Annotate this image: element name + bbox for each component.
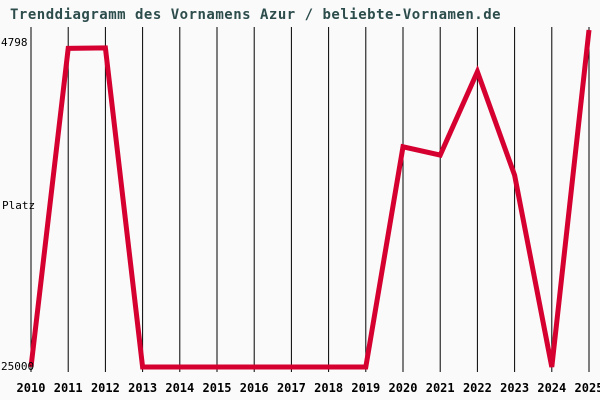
y-axis-bottom-label: 25000 xyxy=(1,360,35,373)
x-axis-label: 2022 xyxy=(462,381,492,395)
x-axis-label: 2017 xyxy=(276,381,306,395)
x-axis-label: 2023 xyxy=(500,381,530,395)
y-axis-top-label: 4798 xyxy=(1,36,28,49)
chart-title: Trenddiagramm des Vornamens Azur / belie… xyxy=(10,7,502,23)
x-axis-label: 2011 xyxy=(53,381,83,395)
x-axis-label: 2016 xyxy=(239,381,269,395)
x-axis-label: 2013 xyxy=(128,381,158,395)
x-axis-label: 2012 xyxy=(90,381,120,395)
x-axis-label: 2018 xyxy=(314,381,344,395)
y-axis-title: Platz xyxy=(2,199,36,212)
x-axis-label: 2025 xyxy=(574,381,600,395)
x-axis-label: 2020 xyxy=(388,381,418,395)
x-axis-label: 2010 xyxy=(16,381,46,395)
x-axis-label: 2015 xyxy=(202,381,232,395)
x-axis-label: 2019 xyxy=(351,381,381,395)
trend-line xyxy=(28,29,592,370)
x-axis-label: 2021 xyxy=(425,381,455,395)
x-axis-label: 2014 xyxy=(165,381,195,395)
x-axis-label: 2024 xyxy=(537,381,567,395)
